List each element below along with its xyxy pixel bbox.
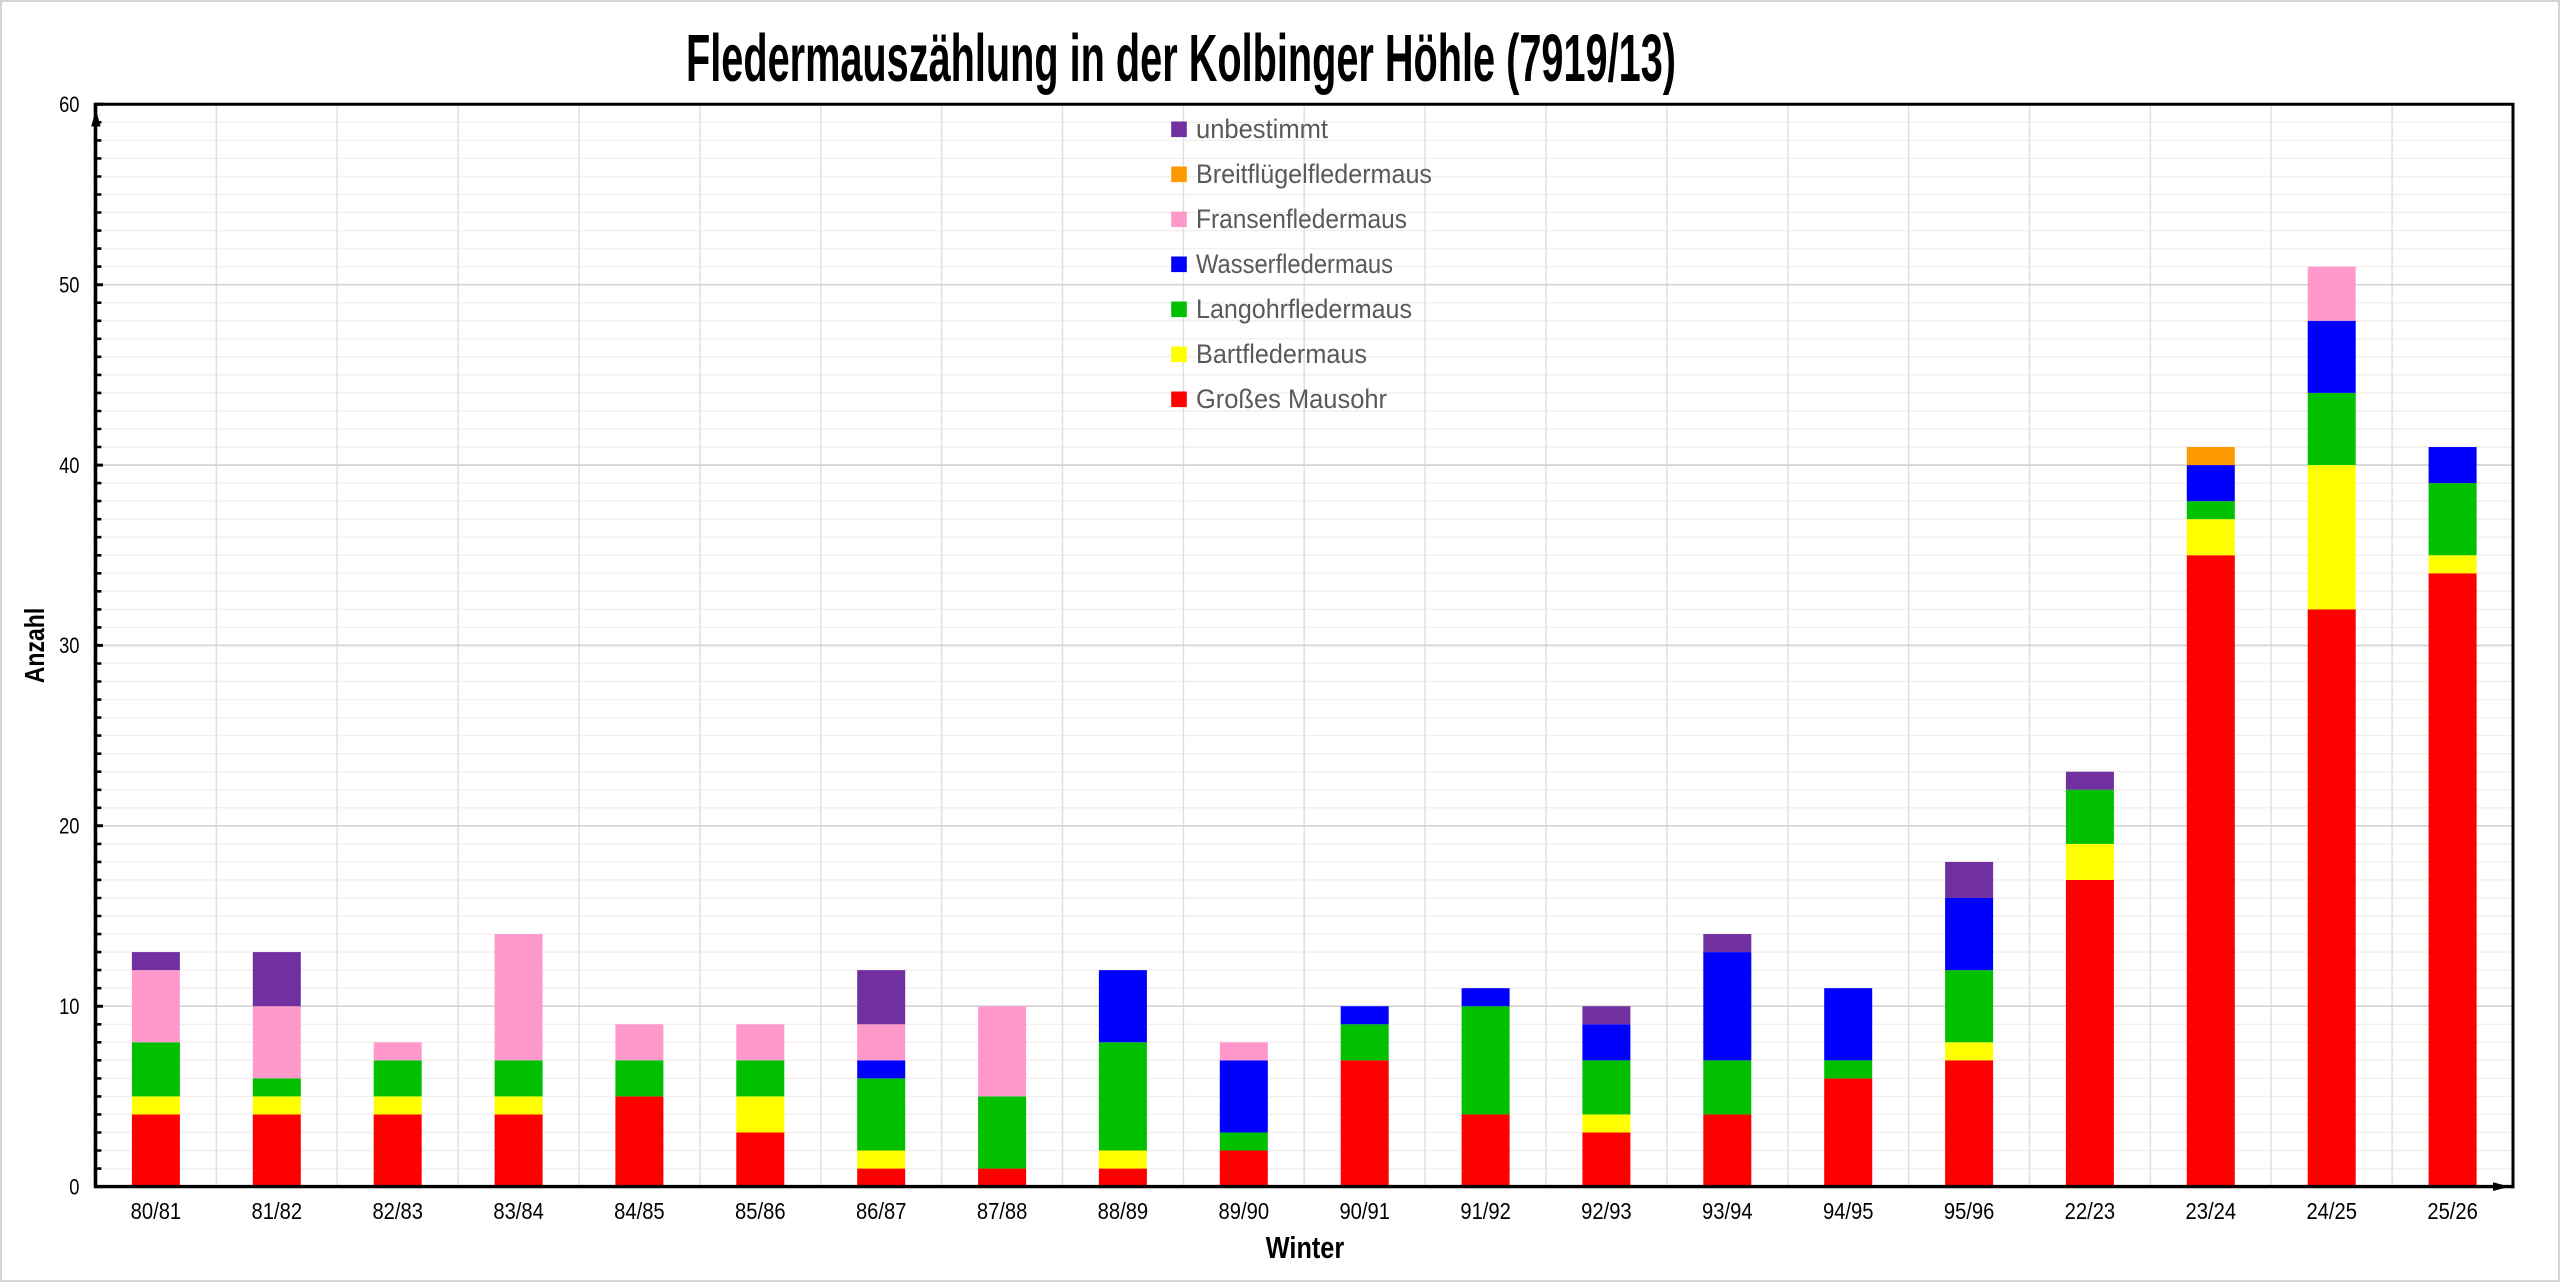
svg-text:85/86: 85/86 bbox=[735, 1198, 786, 1224]
svg-text:83/84: 83/84 bbox=[493, 1198, 544, 1224]
svg-text:0: 0 bbox=[69, 1174, 79, 1199]
svg-text:90/91: 90/91 bbox=[1339, 1198, 1390, 1224]
svg-text:Bartfledermaus: Bartfledermaus bbox=[1196, 339, 1367, 369]
svg-text:20: 20 bbox=[59, 814, 79, 839]
svg-text:80/81: 80/81 bbox=[131, 1198, 182, 1224]
svg-text:93/94: 93/94 bbox=[1702, 1198, 1753, 1224]
svg-text:81/82: 81/82 bbox=[252, 1198, 303, 1224]
svg-text:22/23: 22/23 bbox=[2065, 1198, 2116, 1224]
svg-text:95/96: 95/96 bbox=[1944, 1198, 1995, 1224]
svg-text:30: 30 bbox=[59, 633, 79, 658]
svg-text:Anzahl: Anzahl bbox=[19, 608, 50, 683]
svg-text:unbestimmt: unbestimmt bbox=[1196, 114, 1328, 144]
svg-text:Fransenfledermaus: Fransenfledermaus bbox=[1196, 204, 1407, 234]
svg-text:89/90: 89/90 bbox=[1219, 1198, 1270, 1224]
svg-text:Langohrfledermaus: Langohrfledermaus bbox=[1196, 294, 1412, 324]
svg-text:Fledermauszählung in der Kolbi: Fledermauszählung in der Kolbinger Höhle… bbox=[686, 21, 1676, 96]
svg-text:50: 50 bbox=[59, 272, 79, 297]
svg-text:82/83: 82/83 bbox=[372, 1198, 423, 1224]
svg-text:84/85: 84/85 bbox=[614, 1198, 665, 1224]
svg-text:23/24: 23/24 bbox=[2186, 1198, 2237, 1224]
svg-text:88/89: 88/89 bbox=[1098, 1198, 1149, 1224]
svg-text:87/88: 87/88 bbox=[977, 1198, 1028, 1224]
svg-text:86/87: 86/87 bbox=[856, 1198, 907, 1224]
svg-text:94/95: 94/95 bbox=[1823, 1198, 1874, 1224]
svg-text:25/26: 25/26 bbox=[2427, 1198, 2478, 1224]
svg-text:Großes Mausohr: Großes Mausohr bbox=[1196, 384, 1387, 414]
svg-text:91/92: 91/92 bbox=[1460, 1198, 1511, 1224]
svg-text:40: 40 bbox=[59, 453, 79, 478]
svg-text:92/93: 92/93 bbox=[1581, 1198, 1632, 1224]
svg-text:60: 60 bbox=[59, 92, 79, 117]
svg-text:24/25: 24/25 bbox=[2306, 1198, 2357, 1224]
svg-text:Winter: Winter bbox=[1266, 1230, 1344, 1265]
svg-text:10: 10 bbox=[59, 994, 79, 1019]
svg-text:Wasserfledermaus: Wasserfledermaus bbox=[1196, 249, 1393, 279]
svg-text:Breitflügelfledermaus: Breitflügelfledermaus bbox=[1196, 159, 1432, 189]
